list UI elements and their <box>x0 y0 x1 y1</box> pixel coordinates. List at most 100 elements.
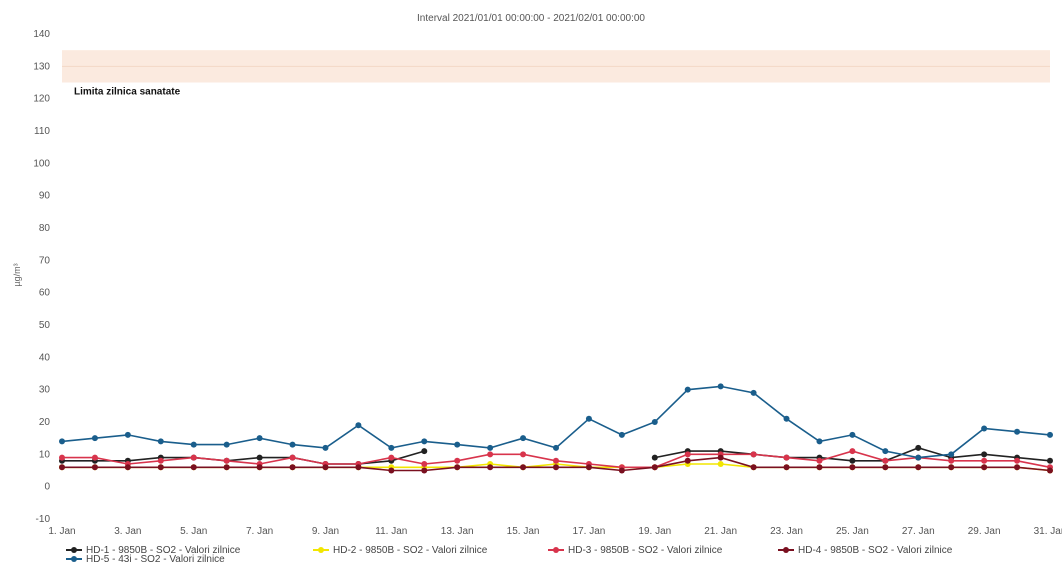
legend-item[interactable]: HD-4 - 9850B - SO2 - Valori zilnice <box>778 545 953 556</box>
data-point[interactable] <box>684 451 691 458</box>
data-point[interactable] <box>915 444 922 451</box>
data-point[interactable] <box>91 454 98 461</box>
data-point[interactable] <box>289 464 296 471</box>
data-point[interactable] <box>1047 431 1053 438</box>
data-point[interactable] <box>157 457 164 464</box>
data-point[interactable] <box>816 464 823 471</box>
legend-item[interactable]: HD-5 - 43i - SO2 - Valori zilnice <box>66 554 225 565</box>
data-point[interactable] <box>849 431 856 438</box>
data-point[interactable] <box>750 389 757 396</box>
data-point[interactable] <box>190 454 197 461</box>
data-point[interactable] <box>981 425 988 432</box>
data-point[interactable] <box>487 451 494 458</box>
data-point[interactable] <box>59 438 65 445</box>
data-point[interactable] <box>124 431 131 438</box>
data-point[interactable] <box>223 457 230 464</box>
data-point[interactable] <box>289 441 296 448</box>
legend-item[interactable]: HD-1 - 9850B - SO2 - Valori zilnice <box>66 545 241 556</box>
data-point[interactable] <box>981 464 988 471</box>
data-point[interactable] <box>454 441 461 448</box>
data-point[interactable] <box>882 464 889 471</box>
data-point[interactable] <box>651 464 658 471</box>
data-point[interactable] <box>487 444 494 451</box>
data-point[interactable] <box>322 464 329 471</box>
data-point[interactable] <box>421 461 428 468</box>
data-point[interactable] <box>59 464 65 471</box>
data-point[interactable] <box>585 415 592 422</box>
data-point[interactable] <box>651 419 658 425</box>
data-point[interactable] <box>849 448 856 455</box>
data-point[interactable] <box>783 454 790 461</box>
y-tick-label: 0 <box>44 482 50 493</box>
data-point[interactable] <box>849 457 856 464</box>
data-point[interactable] <box>618 431 625 438</box>
data-point[interactable] <box>1047 467 1053 474</box>
data-point[interactable] <box>223 464 230 471</box>
data-point[interactable] <box>783 415 790 422</box>
data-point[interactable] <box>388 467 395 474</box>
data-point[interactable] <box>750 451 757 458</box>
data-point[interactable] <box>487 464 494 471</box>
data-point[interactable] <box>1014 428 1021 435</box>
data-point[interactable] <box>816 457 823 464</box>
data-point[interactable] <box>190 464 197 471</box>
data-point[interactable] <box>717 461 724 468</box>
data-point[interactable] <box>684 386 691 393</box>
legend-item[interactable]: HD-3 - 9850B - SO2 - Valori zilnice <box>548 545 723 556</box>
data-point[interactable] <box>618 467 625 474</box>
data-point[interactable] <box>1014 457 1021 464</box>
legend-swatch-marker <box>783 547 789 553</box>
data-point[interactable] <box>223 441 230 448</box>
data-point[interactable] <box>454 457 461 464</box>
data-point[interactable] <box>948 457 955 464</box>
data-point[interactable] <box>421 467 428 474</box>
data-point[interactable] <box>388 444 395 451</box>
legend-item[interactable]: HD-2 - 9850B - SO2 - Valori zilnice <box>313 545 488 556</box>
data-point[interactable] <box>421 448 428 455</box>
data-point[interactable] <box>585 464 592 471</box>
data-point[interactable] <box>750 464 757 471</box>
data-point[interactable] <box>882 448 889 455</box>
data-point[interactable] <box>157 438 164 445</box>
data-point[interactable] <box>91 464 98 471</box>
data-point[interactable] <box>981 457 988 464</box>
y-axis: -10 0 10 20 30 40 50 60 70 80 90 100 110 120 130 140 <box>33 29 50 525</box>
data-point[interactable] <box>256 454 263 461</box>
data-point[interactable] <box>124 464 131 471</box>
data-point[interactable] <box>454 464 461 471</box>
data-point[interactable] <box>157 464 164 471</box>
data-point[interactable] <box>783 464 790 471</box>
data-point[interactable] <box>256 464 263 471</box>
data-point[interactable] <box>520 464 527 471</box>
data-point[interactable] <box>553 444 559 451</box>
data-point[interactable] <box>289 454 296 461</box>
data-point[interactable] <box>684 457 691 464</box>
data-point[interactable] <box>553 457 559 464</box>
data-point[interactable] <box>882 457 889 464</box>
data-point[interactable] <box>322 444 329 451</box>
data-point[interactable] <box>948 464 955 471</box>
data-point[interactable] <box>1047 457 1053 464</box>
data-point[interactable] <box>421 438 428 445</box>
data-point[interactable] <box>981 451 988 458</box>
data-point[interactable] <box>1014 464 1021 471</box>
data-point[interactable] <box>849 464 856 471</box>
data-point[interactable] <box>256 435 263 442</box>
data-point[interactable] <box>717 383 724 390</box>
data-point[interactable] <box>553 464 559 471</box>
data-point[interactable] <box>355 422 362 429</box>
data-point[interactable] <box>520 435 527 442</box>
data-point[interactable] <box>520 451 527 458</box>
data-point[interactable] <box>816 438 823 445</box>
data-point[interactable] <box>59 454 65 461</box>
data-point[interactable] <box>717 454 724 461</box>
data-point[interactable] <box>355 464 362 471</box>
data-point[interactable] <box>948 451 955 458</box>
data-point[interactable] <box>915 464 922 471</box>
legend-label: HD-3 - 9850B - SO2 - Valori zilnice <box>568 545 723 556</box>
data-point[interactable] <box>388 454 395 461</box>
data-point[interactable] <box>651 454 658 461</box>
data-point[interactable] <box>91 435 98 442</box>
data-point[interactable] <box>915 454 922 461</box>
data-point[interactable] <box>190 441 197 448</box>
